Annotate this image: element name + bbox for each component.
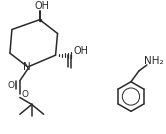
Text: N: N [23, 62, 31, 72]
Text: NH₂: NH₂ [144, 56, 164, 66]
Text: O: O [21, 90, 28, 99]
Text: OH: OH [74, 46, 89, 56]
Text: O: O [7, 81, 14, 90]
Text: OH: OH [34, 1, 49, 11]
